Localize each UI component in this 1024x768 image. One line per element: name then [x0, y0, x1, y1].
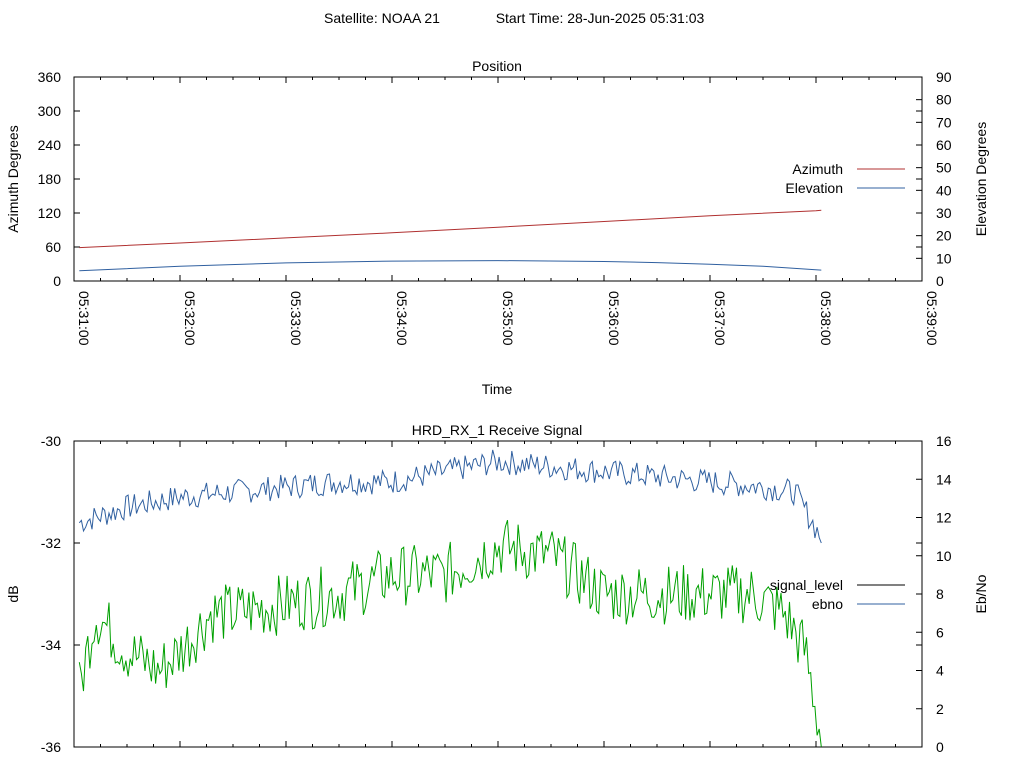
y-tick-label: 300 [38, 103, 62, 119]
y2-tick-label: 10 [936, 548, 952, 564]
y2-tick-label: 0 [936, 739, 944, 755]
x-tick-label: 05:37:00 [712, 291, 728, 346]
y2-tick-label: 20 [936, 228, 952, 244]
series-signal-level-line [78, 449, 822, 544]
y2-tick-label: 10 [936, 250, 952, 266]
signal-plot-frame [73, 440, 923, 748]
x-tick-label: 05:35:00 [500, 291, 516, 346]
x-tick-label: 05:36:00 [606, 291, 622, 346]
x-tick-label: 05:39:00 [924, 291, 940, 346]
start-time-label: Start Time: 28-Jun-2025 05:31:03 [496, 10, 705, 26]
position-chart: Position Azimuth Degrees Elevation Degre… [5, 58, 989, 397]
y-tick-label: 240 [38, 137, 62, 153]
y2-tick-label: 90 [936, 69, 952, 85]
y2-tick-label: 80 [936, 92, 952, 108]
y2-tick-label: 0 [936, 273, 944, 289]
y2-tick-label: 70 [936, 114, 952, 130]
legend-azimuth-label: Azimuth [792, 161, 843, 177]
satellite-label: Satellite: NOAA 21 [324, 10, 440, 26]
y2-tick-label: 8 [936, 586, 944, 602]
signal-y2label: Eb/No [973, 574, 989, 613]
y2-tick-label: 16 [936, 433, 952, 449]
y2-tick-label: 2 [936, 701, 944, 717]
y2-tick-label: 6 [936, 624, 944, 640]
y-tick-label: 360 [38, 69, 62, 85]
y-tick-label: 120 [38, 205, 62, 221]
y2-tick-label: 12 [936, 510, 952, 526]
x-tick-label: 05:31:00 [76, 291, 92, 346]
series-azimuth-line [79, 209, 822, 249]
y2-tick-label: 60 [936, 137, 952, 153]
y-tick-label: -36 [41, 739, 61, 755]
position-plot-frame [73, 76, 923, 282]
position-ylabel: Azimuth Degrees [5, 125, 21, 232]
legend-ebno-label: ebno [812, 596, 843, 612]
y2-tick-label: 40 [936, 182, 952, 198]
position-legend: Azimuth Elevation [785, 161, 905, 196]
y-tick-label: -30 [41, 433, 61, 449]
signal-legend: signal_level ebno [770, 577, 905, 612]
y-tick-label: 60 [45, 239, 61, 255]
position-y2label: Elevation Degrees [973, 122, 989, 236]
y-tick-label: 180 [38, 171, 62, 187]
y-tick-label: -34 [41, 637, 61, 653]
signal-title: HRD_RX_1 Receive Signal [412, 422, 582, 438]
series-elevation-line [79, 260, 822, 272]
signal-ylabel: dB [5, 585, 21, 602]
y-tick-label: -32 [41, 535, 61, 551]
y2-tick-label: 4 [936, 663, 944, 679]
y-tick-label: 0 [53, 273, 61, 289]
position-title: Position [472, 58, 522, 74]
x-tick-label: 05:32:00 [182, 291, 198, 346]
position-xlabel: Time [482, 381, 513, 397]
x-tick-label: 05:38:00 [818, 291, 834, 346]
y2-tick-label: 14 [936, 471, 952, 487]
x-tick-label: 05:34:00 [394, 291, 410, 346]
y2-tick-label: 30 [936, 205, 952, 221]
legend-signal-level-label: signal_level [770, 577, 843, 593]
x-tick-label: 05:33:00 [288, 291, 304, 346]
legend-elevation-label: Elevation [785, 180, 843, 196]
y2-tick-label: 50 [936, 160, 952, 176]
series-ebno-line [78, 519, 822, 747]
signal-chart: HRD_RX_1 Receive Signal dB Eb/No -30 -32 -… [5, 422, 989, 755]
